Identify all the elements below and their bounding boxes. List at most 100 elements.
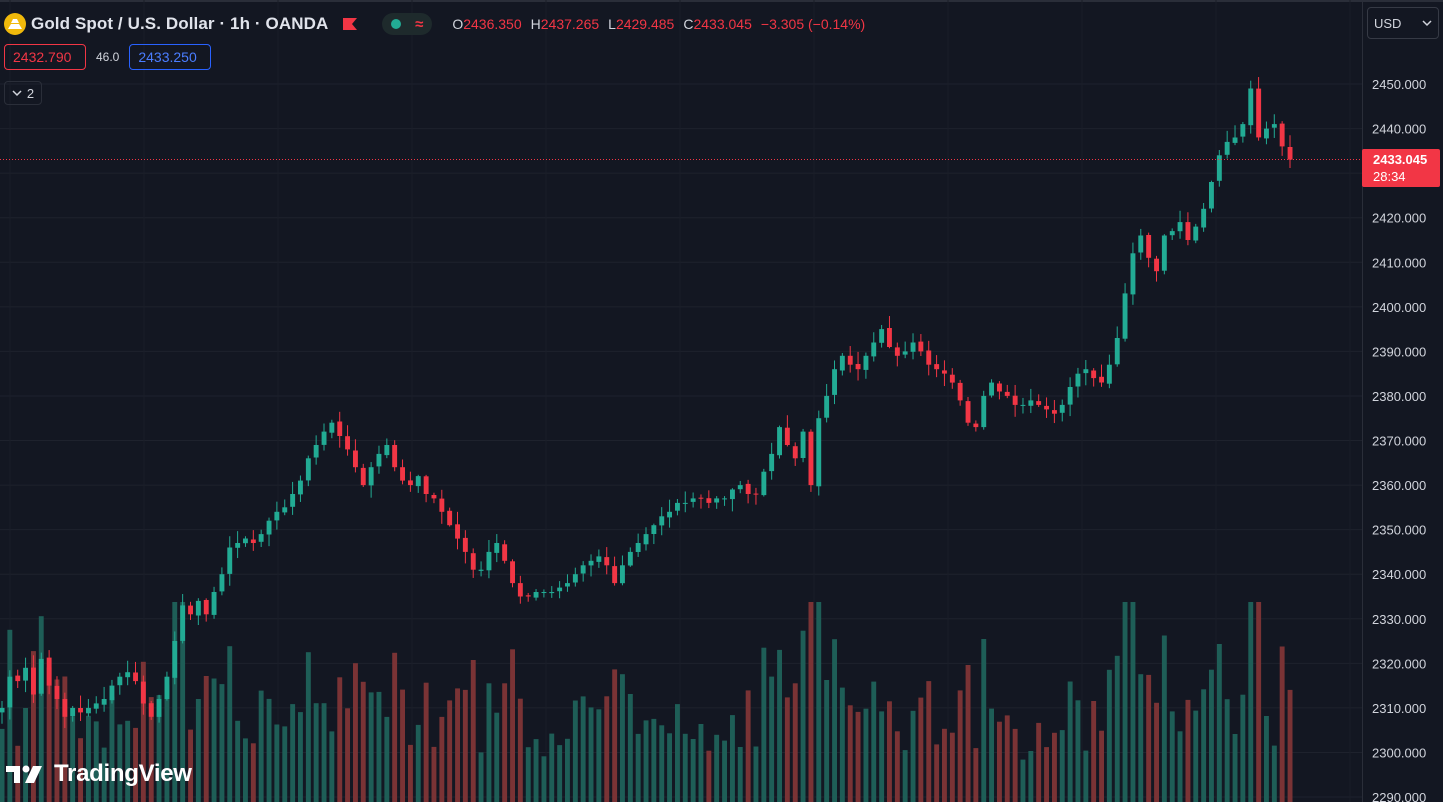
candle-body — [1122, 293, 1128, 339]
candle-body — [989, 382, 994, 396]
candle-body — [1075, 373, 1081, 387]
low-value: 2429.485 — [615, 16, 675, 32]
candle-body — [15, 675, 21, 682]
volume-bar — [957, 690, 963, 802]
candle-body — [219, 574, 225, 592]
candle-body — [164, 676, 170, 699]
candle-body — [973, 423, 979, 428]
indicators-count: 2 — [26, 85, 35, 101]
volume-bar — [415, 724, 421, 802]
volume-bar — [588, 707, 594, 802]
candle-body — [690, 498, 696, 502]
volume-bar — [541, 756, 547, 802]
volume-bar — [1264, 716, 1269, 802]
candle-body — [415, 476, 421, 487]
candle-body — [659, 516, 665, 526]
candle-body — [816, 418, 822, 487]
volume-bar — [423, 682, 429, 802]
candle-body — [1193, 226, 1199, 241]
candle-body — [117, 676, 123, 686]
candle-body — [86, 707, 91, 714]
candle-body — [839, 355, 845, 371]
volume-bar — [627, 694, 633, 802]
candle-body — [70, 707, 76, 717]
volume-bar — [620, 674, 625, 802]
gold-symbol-icon[interactable] — [4, 13, 26, 35]
candle-body — [824, 395, 830, 418]
candle-body — [1044, 405, 1049, 410]
volume-bar — [1279, 646, 1285, 802]
volume-bar — [667, 733, 672, 802]
flag-icon[interactable] — [342, 17, 358, 31]
candle-body — [321, 431, 327, 445]
candle-body — [667, 511, 672, 518]
candle-body — [596, 556, 602, 562]
candle-body — [1028, 400, 1034, 406]
volume-bar — [887, 701, 892, 802]
volume-bar — [604, 696, 610, 802]
open-label: O — [452, 16, 464, 32]
candle-body — [368, 467, 374, 486]
sell-button[interactable]: 2432.790 — [4, 44, 86, 70]
candle-body — [0, 707, 5, 713]
volume-bar — [808, 602, 814, 802]
candle-body — [1287, 147, 1293, 160]
volume-bar — [502, 683, 508, 802]
chevron-down-icon — [1422, 19, 1432, 26]
candle-body — [1106, 364, 1112, 384]
candle-body — [620, 565, 625, 584]
volume-bar — [510, 649, 515, 802]
volume-bar — [23, 708, 28, 802]
volume-bar — [745, 690, 751, 802]
volume-bar — [792, 683, 798, 802]
candle-body — [188, 605, 193, 615]
candle-body — [965, 401, 971, 423]
volume-bar — [1240, 694, 1246, 802]
market-status-pill[interactable]: ≈ — [382, 13, 433, 35]
volume-bar — [1256, 602, 1262, 802]
volume-bar — [533, 739, 539, 802]
candle-body — [1161, 235, 1167, 271]
volume-bar — [62, 676, 68, 802]
candle-body — [423, 476, 429, 494]
candle-body — [470, 553, 476, 570]
volume-bar — [353, 663, 358, 802]
candle-body — [439, 498, 445, 512]
volume-bar — [298, 712, 303, 802]
volume-bar — [549, 733, 555, 802]
candle-body — [1154, 258, 1159, 272]
candle-body — [753, 493, 759, 495]
candle-body — [384, 445, 390, 456]
candle-body — [462, 537, 468, 552]
candle-body — [23, 667, 28, 681]
volume-bar — [981, 639, 987, 802]
volume-bar — [219, 684, 225, 802]
volume-bar — [243, 738, 248, 802]
candle-body — [706, 498, 712, 503]
volume-bar — [133, 727, 138, 802]
candle-body — [31, 667, 36, 695]
tradingview-logo[interactable]: TradingView — [6, 760, 192, 788]
buy-button[interactable]: 2433.250 — [129, 44, 212, 70]
candle-body — [627, 551, 633, 566]
close-label: C — [683, 16, 694, 32]
indicators-toggle-button[interactable]: 2 — [4, 81, 42, 105]
candle-body — [808, 431, 814, 486]
candle-body — [1240, 124, 1246, 137]
volume-bar — [918, 697, 924, 802]
candle-body — [1248, 88, 1254, 126]
symbol-title[interactable]: Gold Spot / U.S. Dollar · 1h · OANDA — [31, 14, 329, 33]
volume-bar — [431, 746, 437, 802]
volume-bar — [1083, 750, 1089, 802]
candle-body — [392, 445, 398, 468]
volume-bar — [46, 667, 52, 802]
volume-bar — [1091, 701, 1097, 802]
volume-bar — [486, 683, 492, 802]
candle-body — [1216, 155, 1222, 181]
volume-bar — [70, 716, 76, 802]
currency-selector[interactable]: USD — [1367, 7, 1439, 39]
volume-bar — [148, 697, 154, 802]
candle-body — [635, 543, 641, 552]
candle-body — [211, 592, 217, 615]
